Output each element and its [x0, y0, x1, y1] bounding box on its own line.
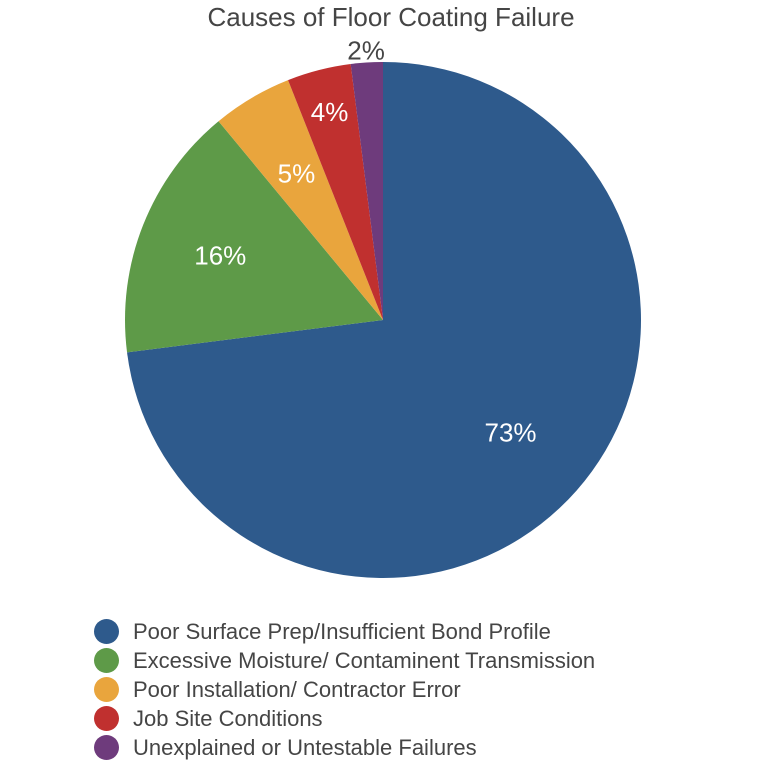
legend-swatch	[94, 677, 119, 702]
chart-title: Causes of Floor Coating Failure	[207, 2, 575, 32]
legend-label: Excessive Moisture/ Contaminent Transmis…	[133, 647, 596, 673]
legend-label: Unexplained or Untestable Failures	[133, 734, 477, 760]
pie-slice	[125, 121, 384, 353]
legend-item: Poor Surface Prep/Insufficient Bond Prof…	[94, 617, 595, 646]
legend-item: Excessive Moisture/ Contaminent Transmis…	[94, 646, 595, 675]
legend: Poor Surface Prep/Insufficient Bond Prof…	[94, 617, 595, 762]
legend-label: Poor Surface Prep/Insufficient Bond Prof…	[133, 618, 551, 644]
legend-item: Job Site Conditions	[94, 704, 595, 733]
pie-slice	[350, 62, 383, 320]
slice-data-label: 16%	[194, 241, 246, 271]
legend-label: Poor Installation/ Contractor Error	[133, 676, 461, 702]
slice-data-label: 2%	[347, 36, 385, 66]
slice-data-label: 5%	[278, 159, 316, 189]
pie-slice	[218, 80, 383, 320]
legend-item: Poor Installation/ Contractor Error	[94, 675, 595, 704]
pie-slice	[288, 64, 383, 320]
legend-swatch	[94, 706, 119, 731]
slice-data-label: 4%	[311, 97, 349, 127]
legend-swatch	[94, 735, 119, 760]
legend-swatch	[94, 648, 119, 673]
legend-label: Job Site Conditions	[133, 705, 323, 731]
legend-swatch	[94, 619, 119, 644]
legend-item: Unexplained or Untestable Failures	[94, 733, 595, 762]
slice-data-label: 73%	[484, 417, 536, 447]
pie-slice	[127, 62, 641, 579]
